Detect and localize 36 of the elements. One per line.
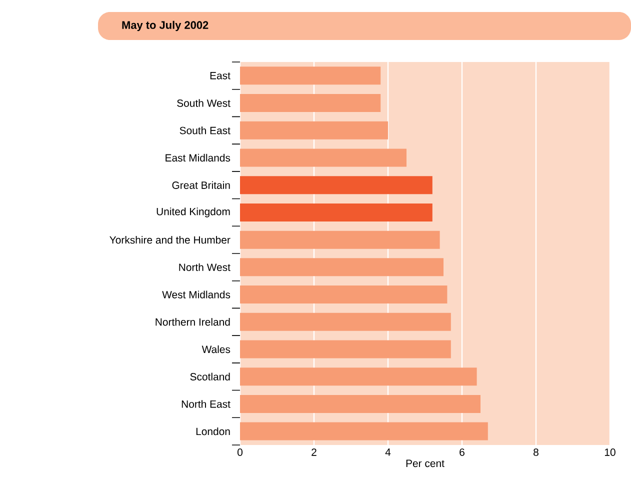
y-tick-label: Yorkshire and the Humber	[110, 236, 230, 244]
y-tick-label: East	[210, 72, 230, 80]
chart-title: May to July 2002	[122, 20, 208, 32]
x-tick-label: 6	[460, 448, 464, 456]
y-tick-label: North East	[182, 400, 230, 408]
x-tick-label: 0	[238, 448, 243, 456]
y-tick-label: Great Britain	[172, 181, 230, 189]
y-tick-label: North West	[179, 263, 230, 272]
bar	[240, 368, 477, 386]
bar	[240, 258, 444, 276]
y-tick-label: London	[196, 427, 230, 436]
bar	[240, 230, 440, 249]
bar	[240, 203, 432, 222]
bar	[240, 94, 381, 112]
bar	[240, 121, 388, 140]
y-tick-label: South West	[177, 99, 230, 107]
bar	[240, 66, 381, 85]
bar	[240, 286, 448, 304]
y-tick-label: East Midlands	[166, 154, 230, 162]
x-axis-title: Per cent	[406, 460, 444, 468]
bar	[240, 340, 451, 358]
x-tick-label: 8	[534, 448, 538, 456]
bar	[240, 148, 407, 167]
x-tick-label: 2	[312, 448, 316, 456]
y-tick-label: South East	[180, 126, 230, 134]
bar	[240, 176, 432, 194]
y-tick-label: Northern Ireland	[156, 318, 230, 326]
y-tick-label: Wales	[202, 345, 230, 354]
bar	[240, 422, 488, 440]
bar	[240, 312, 451, 331]
bar	[240, 394, 481, 413]
y-tick-label: West Midlands	[162, 290, 230, 298]
x-tick-label: 4	[385, 448, 391, 456]
y-tick-label: Scotland	[190, 372, 230, 380]
y-tick-label: United Kingdom	[156, 208, 230, 218]
x-tick-label: 10	[604, 448, 616, 456]
